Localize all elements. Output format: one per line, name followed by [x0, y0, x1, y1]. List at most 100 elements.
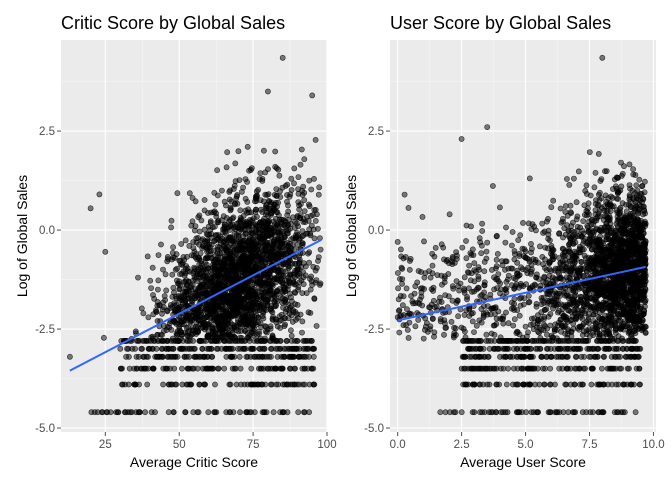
data-point: [196, 313, 203, 320]
data-point: [159, 345, 166, 352]
data-point: [174, 190, 181, 197]
data-point: [403, 285, 410, 292]
x-axis-label-critic: Average Critic Score: [130, 454, 258, 470]
data-point: [169, 271, 176, 278]
data-point: [639, 327, 645, 334]
data-point: [287, 225, 294, 232]
data-point: [315, 257, 321, 264]
data-point: [484, 311, 491, 318]
data-point: [189, 365, 196, 372]
data-point: [202, 314, 209, 320]
data-point: [494, 285, 500, 291]
data-point: [410, 300, 416, 307]
data-point: [249, 247, 256, 254]
data-point: [189, 195, 196, 201]
data-point: [568, 210, 574, 216]
data-point: [611, 176, 618, 183]
data-point: [463, 255, 470, 262]
data-point: [247, 278, 254, 285]
data-point: [191, 290, 197, 297]
data-point: [508, 299, 515, 306]
data-point: [232, 160, 239, 167]
data-point: [557, 205, 564, 212]
data-point: [396, 329, 403, 336]
data-point: [145, 345, 152, 352]
data-point: [545, 313, 552, 320]
data-point: [540, 229, 546, 236]
data-point: [203, 278, 210, 285]
data-point: [603, 300, 609, 307]
data-point: [613, 220, 620, 227]
data-point: [295, 223, 301, 230]
data-point: [449, 297, 456, 304]
data-point: [516, 253, 523, 259]
data-point: [221, 306, 228, 312]
data-point: [228, 314, 235, 320]
data-point: [170, 345, 177, 352]
data-point: [275, 199, 281, 206]
data-point: [562, 231, 569, 238]
data-point: [117, 345, 124, 352]
data-point: [591, 184, 598, 191]
data-point: [529, 283, 536, 290]
data-point: [154, 337, 161, 344]
data-point: [221, 223, 228, 230]
data-point: [253, 206, 259, 213]
data-point: [468, 310, 475, 317]
data-point: [281, 323, 288, 330]
data-point: [560, 215, 566, 222]
data-point: [299, 241, 306, 248]
data-point: [429, 262, 436, 269]
data-point: [432, 244, 439, 251]
data-point: [395, 285, 401, 292]
data-point: [290, 345, 297, 352]
data-point: [279, 54, 286, 61]
x-tick-label: 100: [317, 439, 336, 451]
data-point: [255, 381, 262, 388]
data-point: [496, 204, 503, 211]
data-point: [258, 272, 265, 279]
data-point: [160, 381, 166, 388]
data-point: [237, 409, 243, 416]
data-point: [139, 345, 145, 352]
data-point: [293, 337, 300, 344]
data-point: [212, 409, 218, 416]
data-point: [226, 234, 233, 241]
data-point: [579, 315, 586, 322]
data-point: [535, 316, 542, 323]
chart-title-user: User Score by Global Sales: [390, 13, 611, 33]
data-point: [277, 409, 283, 416]
data-point: [309, 281, 315, 288]
data-point: [160, 266, 166, 273]
data-point: [173, 251, 180, 258]
data-point: [473, 322, 480, 329]
data-point: [164, 323, 171, 330]
data-point: [480, 303, 487, 309]
data-point: [193, 235, 200, 242]
data-point: [126, 365, 133, 372]
data-point: [263, 201, 270, 208]
data-point: [441, 331, 447, 338]
data-point: [256, 328, 262, 335]
data-point: [231, 276, 238, 283]
data-point: [275, 228, 282, 235]
data-point: [557, 260, 564, 267]
data-point: [275, 381, 282, 388]
data-point: [245, 206, 252, 213]
data-point: [488, 266, 495, 273]
data-point: [315, 191, 322, 198]
data-point: [272, 215, 279, 222]
data-point: [226, 381, 233, 388]
data-point: [418, 293, 425, 300]
data-point: [626, 161, 633, 168]
data-point: [275, 250, 281, 257]
data-point: [561, 289, 568, 296]
data-point: [179, 381, 186, 388]
data-point: [260, 230, 266, 237]
data-point: [238, 295, 245, 302]
data-point: [494, 250, 501, 257]
data-point: [436, 298, 442, 305]
data-point: [463, 238, 469, 244]
data-point: [144, 381, 151, 388]
data-point: [502, 266, 508, 273]
